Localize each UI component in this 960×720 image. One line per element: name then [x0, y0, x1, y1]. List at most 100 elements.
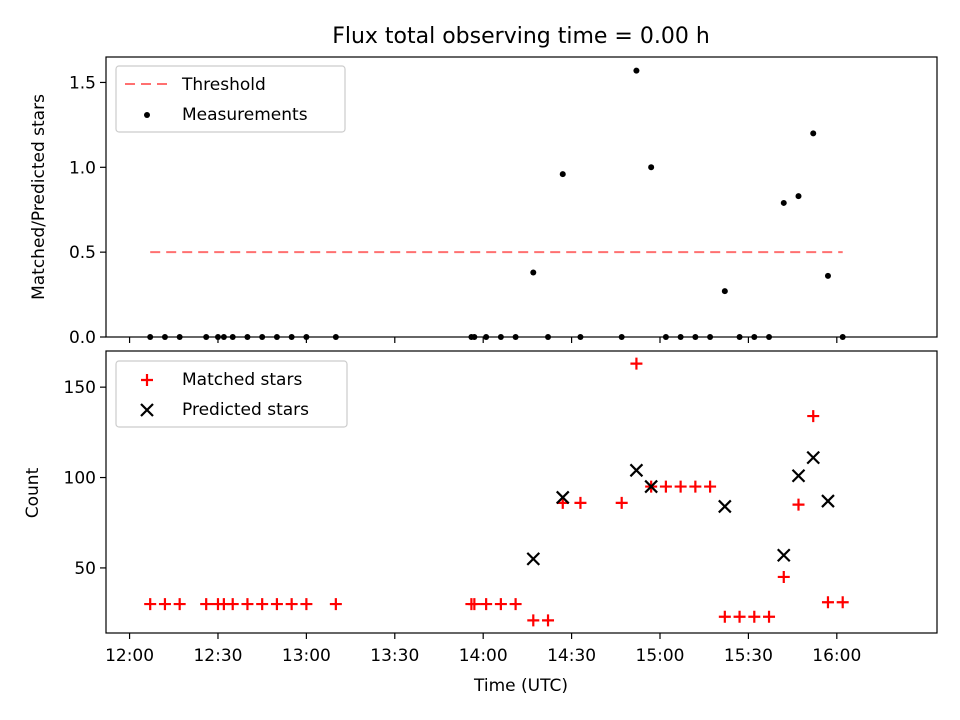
bottom-y-tick-label-1: 100: [64, 469, 96, 489]
measurement-point-28: [707, 334, 714, 340]
measurement-point-14: [471, 334, 478, 340]
bottom-legend-box: [115, 360, 348, 428]
matched-point-36: [821, 596, 834, 609]
legend-threshold-label: Threshold: [181, 75, 266, 95]
measurement-point-5: [220, 334, 227, 340]
measurement-point-19: [545, 334, 552, 340]
matched-point-21: [574, 496, 587, 509]
measurement-point-21: [577, 334, 584, 340]
matched-point-8: [256, 598, 269, 611]
measurement-point-30: [736, 334, 743, 340]
matched-point-27: [689, 480, 702, 493]
top-y-tick-label-1: 0.5: [69, 243, 96, 263]
matched-point-9: [270, 598, 283, 611]
legend-predicted-swatch: [140, 403, 154, 417]
measurement-point-22: [618, 334, 625, 340]
measurement-point-9: [273, 334, 280, 340]
matched-point-23: [630, 357, 643, 370]
measurement-point-20: [559, 171, 566, 178]
top-x-ticks: [128, 337, 838, 343]
x-tick-label-8: 16:00: [812, 646, 861, 666]
predicted-point-0: [526, 552, 541, 566]
x-axis-label: Time (UTC): [473, 676, 568, 696]
measurement-point-33: [780, 199, 787, 206]
legend-measurements-label: Measurements: [182, 105, 308, 125]
bottom-y-axis-label: Count: [23, 467, 43, 518]
x-tick-label-7: 15:30: [724, 646, 773, 666]
matched-point-17: [509, 598, 522, 611]
matched-point-22: [615, 496, 628, 509]
legend-measurements-swatch: [144, 112, 150, 118]
matched-point-26: [674, 480, 687, 493]
matched-point-1: [158, 598, 171, 611]
measurement-point-6: [229, 334, 236, 340]
legend-matched-label: Matched stars: [182, 370, 302, 390]
x-tick-label-2: 13:00: [282, 646, 331, 666]
matched-point-33: [777, 570, 790, 583]
matched-point-29: [718, 610, 731, 623]
top-legend: Threshold Measurements: [115, 65, 346, 133]
matched-point-32: [763, 610, 776, 623]
measurement-point-4: [214, 334, 221, 340]
measurement-point-8: [259, 334, 266, 340]
legend-matched-swatch: [141, 374, 153, 386]
bottom-y-tick-label-2: 150: [64, 378, 96, 398]
top-y-ticks: 0.0 0.5 1.0 1.5: [69, 73, 106, 348]
measurement-point-35: [810, 130, 817, 137]
matched-point-0: [144, 598, 157, 611]
bottom-y-tick-label-0: 50: [74, 559, 96, 579]
matched-point-3: [200, 598, 213, 611]
matched-stars-points: [144, 357, 849, 627]
measurement-point-16: [497, 334, 504, 340]
measurement-point-36: [824, 272, 831, 279]
measurement-point-2: [176, 334, 183, 340]
predicted-point-2: [629, 463, 644, 478]
x-tick-label-0: 12:00: [105, 646, 154, 666]
matched-point-35: [807, 410, 820, 423]
x-tick-label-3: 13:30: [370, 646, 419, 666]
matched-point-15: [480, 598, 493, 611]
matched-point-14: [468, 598, 481, 611]
measurement-point-10: [288, 334, 295, 340]
measurement-point-0: [147, 334, 154, 340]
bottom-x-ticks: 12:00 12:30 13:00 13:30 14:00 14:30 15:00 15:30…: [105, 633, 861, 666]
x-tick-label-4: 14:00: [459, 646, 508, 666]
measurement-point-31: [751, 334, 758, 340]
measurement-point-24: [648, 164, 655, 171]
measurement-point-7: [244, 334, 251, 340]
measurement-point-15: [483, 334, 490, 340]
top-y-tick-label-3: 1.5: [69, 73, 96, 93]
matched-point-7: [241, 598, 254, 611]
measurement-point-25: [662, 334, 669, 340]
measurement-point-27: [692, 334, 699, 340]
x-tick-label-6: 15:00: [636, 646, 685, 666]
predicted-point-3: [644, 479, 658, 494]
top-axes-frame: [105, 56, 938, 338]
matched-point-31: [748, 610, 761, 623]
matched-point-25: [659, 480, 672, 493]
top-y-tick-label-0: 0.0: [69, 328, 96, 348]
measurement-points: [147, 67, 846, 340]
matched-point-16: [494, 598, 507, 611]
matched-point-18: [527, 614, 540, 627]
matched-point-19: [542, 614, 555, 627]
measurement-point-23: [633, 67, 640, 74]
measurement-point-37: [839, 334, 846, 340]
measurement-point-34: [795, 193, 802, 200]
matched-point-12: [329, 598, 342, 611]
predicted-point-8: [821, 494, 835, 508]
measurement-point-3: [203, 334, 210, 340]
predicted-point-1: [555, 490, 570, 505]
x-tick-label-5: 14:30: [547, 646, 596, 666]
top-legend-box: [115, 65, 346, 133]
matched-point-30: [733, 610, 746, 623]
matched-point-34: [792, 498, 805, 511]
bottom-axes-frame: [105, 350, 938, 634]
measurement-point-32: [766, 334, 773, 340]
matched-point-37: [836, 596, 849, 609]
legend-predicted-label: Predicted stars: [182, 400, 309, 420]
x-tick-label-1: 12:30: [193, 646, 242, 666]
measurement-point-29: [721, 288, 728, 295]
